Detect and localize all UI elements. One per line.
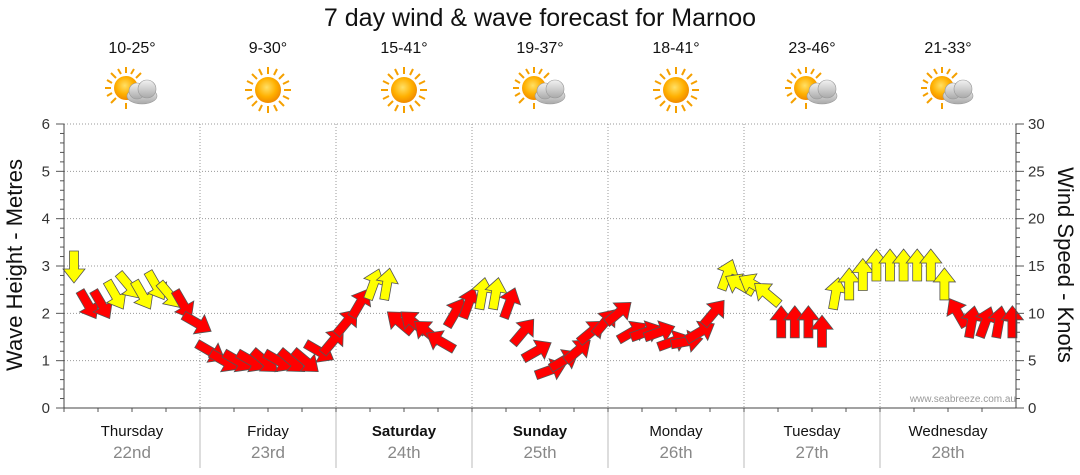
- left-tick-label: 5: [42, 163, 50, 180]
- source-credit: www.seabreeze.com.au: [909, 394, 1016, 405]
- day-name-label: Monday: [649, 423, 703, 440]
- temperature-range: 18-41°: [652, 40, 700, 57]
- right-axis-label: Wind Speed - Knots: [1053, 167, 1078, 363]
- day-name-label: Thursday: [101, 423, 164, 440]
- left-tick-label: 3: [42, 258, 50, 275]
- day-weather-1: 9-30°: [200, 40, 336, 114]
- day-date-label: 28th: [931, 443, 964, 462]
- wind-arrow: [725, 273, 757, 297]
- wind-arrow: [425, 330, 457, 354]
- wind-arrow: [170, 288, 195, 320]
- wind-arrow: [562, 339, 591, 365]
- temperature-range: 10-25°: [108, 40, 156, 57]
- right-tick-label: 0: [1028, 400, 1036, 417]
- day-weather-6: 21-33°: [880, 40, 1016, 114]
- day-date-label: 25th: [523, 443, 556, 462]
- right-tick-label: 30: [1028, 116, 1045, 133]
- wind-arrow: [62, 250, 86, 284]
- wind-arrow: [290, 347, 319, 373]
- day-weather-5: 23-46°: [744, 40, 880, 114]
- day-name-label: Wednesday: [909, 423, 988, 440]
- wind-arrow: [769, 305, 794, 339]
- day-name-label: Tuesday: [784, 423, 841, 440]
- wind-arrow: [810, 314, 834, 348]
- day-weather-2: 15-41°: [336, 40, 472, 114]
- wind-arrow: [905, 248, 930, 282]
- wind-arrow: [864, 248, 889, 282]
- temperature-range: 23-46°: [788, 40, 836, 57]
- day-name-label: Saturday: [372, 423, 437, 440]
- day-weather-3: 19-37°: [472, 40, 608, 114]
- right-tick-label: 10: [1028, 305, 1045, 322]
- wind-arrow: [375, 267, 399, 301]
- wind-arrow-series: [62, 248, 1025, 381]
- chart-title: 7 day wind & wave forecast for Marnoo: [323, 4, 757, 32]
- day-date-label: 22nd: [113, 443, 151, 462]
- wind-arrow: [754, 283, 783, 309]
- temperature-range: 21-33°: [924, 40, 972, 57]
- wind-arrow: [180, 310, 212, 335]
- wind-arrow: [796, 305, 821, 339]
- wind-arrow: [509, 318, 535, 348]
- left-tick-label: 0: [42, 400, 50, 417]
- right-tick-label: 5: [1028, 353, 1036, 370]
- day-date-label: 26th: [659, 443, 692, 462]
- right-tick-label: 15: [1028, 258, 1045, 275]
- wind-arrow: [878, 248, 902, 282]
- left-tick-label: 2: [42, 305, 50, 322]
- day-name-label: Friday: [247, 423, 289, 440]
- right-tick-label: 25: [1028, 163, 1045, 180]
- wind-arrow: [603, 301, 632, 327]
- wind-arrow: [918, 248, 943, 282]
- wind-arrow: [932, 267, 957, 301]
- day-name-label: Sunday: [513, 423, 568, 440]
- day-date-label: 24th: [387, 443, 420, 462]
- temperature-range: 9-30°: [248, 40, 288, 57]
- right-tick-label: 20: [1028, 211, 1045, 228]
- temperature-range: 19-37°: [516, 40, 564, 57]
- left-tick-label: 4: [42, 211, 50, 228]
- day-date-label: 23rd: [251, 443, 285, 462]
- day-weather-4: 18-41°: [608, 40, 744, 114]
- left-tick-label: 1: [42, 353, 50, 370]
- day-date-label: 27th: [795, 443, 828, 462]
- wind-arrow: [498, 287, 522, 321]
- left-axis-label: Wave Height - Metres: [2, 159, 27, 371]
- wind-arrow: [1000, 305, 1025, 339]
- wind-arrow: [699, 299, 725, 329]
- daily-weather-summary: 10-25° 9-30° 15-41° 19-37° 18-41° 23-46°…: [64, 40, 1016, 130]
- left-tick-label: 6: [42, 116, 50, 133]
- wind-arrow: [782, 305, 807, 339]
- day-weather-0: 10-25°: [64, 40, 200, 114]
- chart-axes: 0 01 52 103 154 205 256 30Thursday22ndFriday23r…: [42, 116, 1045, 468]
- temperature-range: 15-41°: [380, 40, 428, 57]
- wind-arrow: [520, 339, 552, 364]
- wind-arrow: [891, 248, 916, 282]
- wind-arrow: [946, 298, 970, 330]
